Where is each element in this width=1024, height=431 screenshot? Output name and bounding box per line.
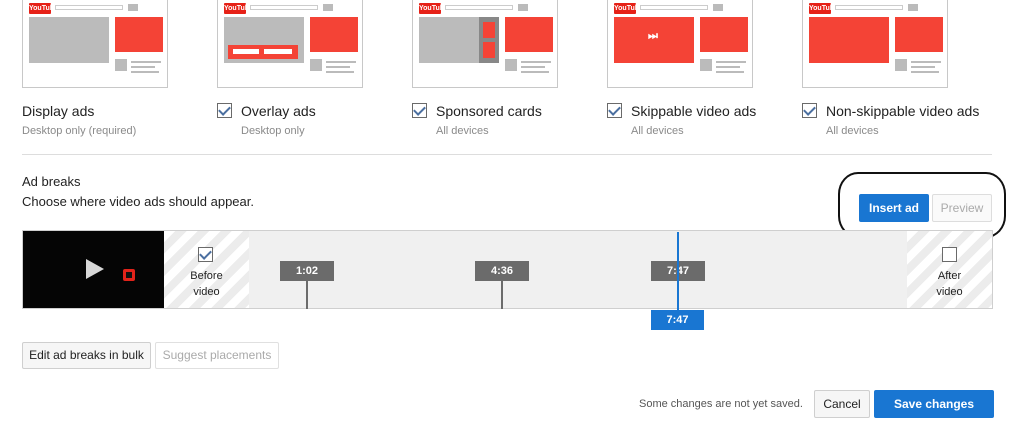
non-skippable-video-ads-checkbox[interactable] <box>802 103 817 118</box>
format-label-skippable-video-ads: Skippable video ads <box>631 103 757 119</box>
format-sub-non-skippable-video-ads: All devices <box>826 125 879 137</box>
edit-ad-breaks-bulk-button[interactable]: Edit ad breaks in bulk <box>22 342 151 369</box>
format-sub-skippable-video-ads: All devices <box>631 125 684 137</box>
skip-forward-icon: ⏭ <box>648 30 658 42</box>
youtube-logo-icon: YouTube <box>419 3 448 14</box>
cancel-button[interactable]: Cancel <box>814 390 870 418</box>
sponsored-card-icon <box>483 42 495 58</box>
skippable-video-ads-checkbox[interactable] <box>607 103 622 118</box>
youtube-logo-icon: YouTube <box>809 3 838 14</box>
ad-break-marker-1[interactable]: 1:02 <box>280 261 334 281</box>
insert-ad-button[interactable]: Insert ad <box>859 194 929 222</box>
sponsored-card-icon <box>483 22 495 38</box>
ad-break-timeline[interactable]: Before video 1:02 4:36 7:47 After video <box>22 230 993 309</box>
save-changes-button[interactable]: Save changes <box>874 390 994 418</box>
ad-break-marker-2[interactable]: 4:36 <box>475 261 529 281</box>
format-sub-sponsored-cards: All devices <box>436 125 489 137</box>
channel-logo-icon <box>123 269 135 281</box>
format-sub-display-ads: Desktop only (required) <box>22 125 137 137</box>
ad-break-marker-line <box>306 281 308 309</box>
before-video-checkbox[interactable] <box>198 247 213 262</box>
youtube-logo-icon: YouTube <box>614 3 643 14</box>
thumb-non-skippable-video-ads: YouTube <box>802 0 948 88</box>
youtube-logo-icon: YouTube <box>29 3 58 14</box>
thumb-skippable-video-ads: YouTube ⏭ <box>607 0 753 88</box>
overlay-ads-checkbox[interactable] <box>217 103 232 118</box>
ad-breaks-title: Ad breaks <box>22 174 81 189</box>
format-label-non-skippable-video-ads: Non-skippable video ads <box>826 103 980 119</box>
ad-breaks-description: Choose where video ads should appear. <box>22 194 254 209</box>
preview-button[interactable]: Preview <box>932 194 992 222</box>
format-label-sponsored-cards: Sponsored cards <box>436 103 542 119</box>
unsaved-changes-notice: Some changes are not yet saved. <box>639 398 803 410</box>
section-divider <box>22 154 992 155</box>
after-video-zone <box>907 231 992 308</box>
video-thumbnail <box>23 231 164 308</box>
thumb-display-ads: YouTube <box>22 0 168 88</box>
ad-break-marker-line <box>501 281 503 309</box>
before-video-zone <box>164 231 249 308</box>
play-icon <box>86 259 104 279</box>
thumb-sponsored-cards: YouTube <box>412 0 558 88</box>
before-video-label: Before video <box>190 270 223 298</box>
format-label-display-ads: Display ads <box>22 103 95 119</box>
after-video-label: After video <box>936 270 963 298</box>
thumb-overlay-ads: YouTube <box>217 0 363 88</box>
sponsored-cards-checkbox[interactable] <box>412 103 427 118</box>
playhead-time-label[interactable]: 7:47 <box>651 310 704 330</box>
format-sub-overlay-ads: Desktop only <box>241 125 305 137</box>
overlay-banner-icon <box>228 45 298 59</box>
youtube-logo-icon: YouTube <box>224 3 253 14</box>
format-label-overlay-ads: Overlay ads <box>241 103 316 119</box>
playhead-line[interactable] <box>677 232 679 312</box>
after-video-checkbox[interactable] <box>942 247 957 262</box>
suggest-placements-button[interactable]: Suggest placements <box>155 342 279 369</box>
